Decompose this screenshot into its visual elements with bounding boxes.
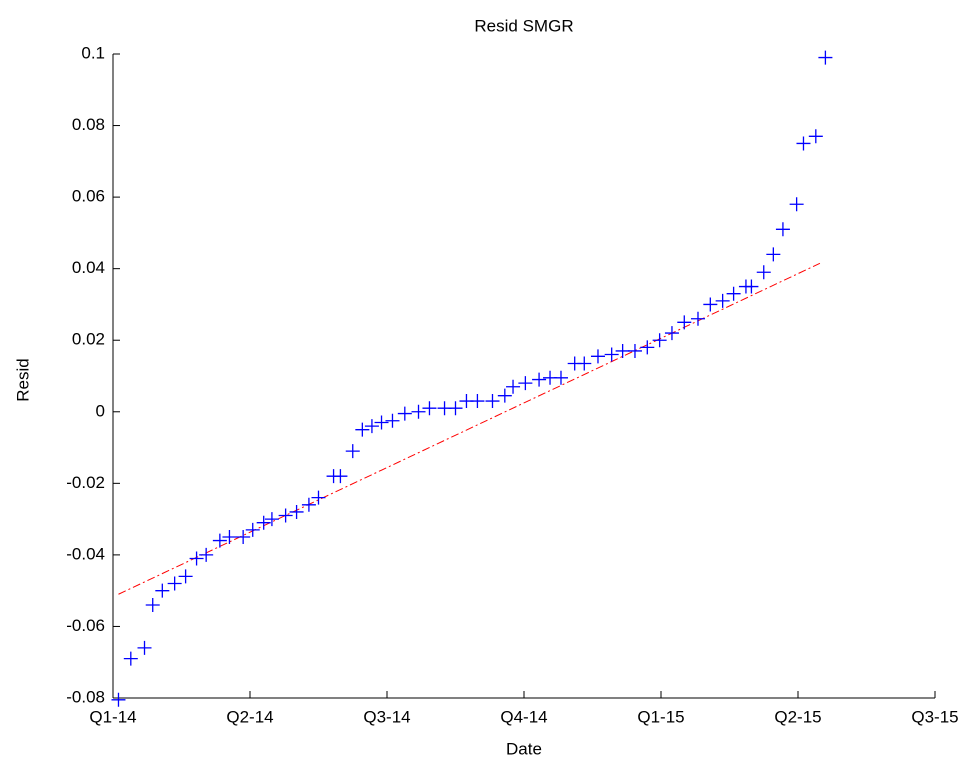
data-point (506, 380, 520, 394)
data-point (757, 265, 771, 279)
data-point (628, 344, 642, 358)
data-point (236, 530, 250, 544)
data-point (554, 371, 568, 385)
data-point (766, 247, 780, 261)
x-tick-label: Q2-14 (226, 707, 273, 726)
data-point (246, 523, 260, 537)
data-point (385, 414, 399, 428)
y-tick-label: -0.06 (66, 616, 105, 635)
data-point (124, 652, 138, 666)
data-point (727, 287, 741, 301)
y-tick-label: 0.1 (81, 43, 105, 62)
data-point (302, 498, 316, 512)
data-point (190, 551, 204, 565)
y-tick-label: 0.08 (72, 115, 105, 134)
x-tick-label: Q4-14 (500, 707, 547, 726)
data-point (398, 407, 412, 421)
data-point (640, 340, 654, 354)
y-tick-label: 0 (96, 401, 105, 420)
data-point (677, 315, 691, 329)
data-point (665, 326, 679, 340)
data-point (498, 389, 512, 403)
data-point (333, 469, 347, 483)
data-point (532, 373, 546, 387)
y-tick-label: -0.02 (66, 473, 105, 492)
data-point (616, 344, 630, 358)
data-point (790, 197, 804, 211)
data-point (155, 584, 169, 598)
data-point (422, 401, 436, 415)
data-point (138, 641, 152, 655)
data-point (412, 405, 426, 419)
x-tick-label: Q3-15 (911, 707, 958, 726)
data-point (653, 333, 667, 347)
data-point (485, 394, 499, 408)
chart: Resid SMGR Date Resid 0.1 0.08 0.06 0.04 0.0… (0, 0, 975, 766)
data-point (168, 577, 182, 591)
data-point (146, 598, 160, 612)
data-point (796, 136, 810, 150)
data-point (279, 509, 293, 523)
data-point (222, 530, 236, 544)
data-point (365, 419, 379, 433)
chart-title: Resid SMGR (474, 16, 573, 35)
y-tick-label: 0.06 (72, 187, 105, 206)
data-point (818, 51, 832, 65)
data-point (355, 423, 369, 437)
data-point (375, 416, 389, 430)
reference-line (118, 263, 819, 594)
x-tick-label: Q3-14 (363, 707, 410, 726)
data-point (346, 444, 360, 458)
data-point (213, 534, 227, 548)
data-point (809, 129, 823, 143)
x-tick-label: Q1-15 (637, 707, 684, 726)
data-point (518, 376, 532, 390)
y-tick-label: -0.08 (66, 687, 105, 706)
data-point (111, 693, 125, 707)
y-tick-label: -0.04 (66, 544, 105, 563)
data-point (577, 356, 591, 370)
data-point (591, 349, 605, 363)
data-point (179, 569, 193, 583)
y-tick-label: 0.04 (72, 258, 105, 277)
x-tick-label: Q2-15 (774, 707, 821, 726)
x-tick-label: Q1-14 (89, 707, 136, 726)
data-point (199, 548, 213, 562)
data-point (449, 401, 463, 415)
data-point (716, 294, 730, 308)
data-point (290, 505, 304, 519)
x-axis-label: Date (506, 739, 542, 758)
data-point (776, 222, 790, 236)
y-axis-label: Resid (13, 358, 32, 401)
y-tick-label: 0.02 (72, 330, 105, 349)
data-point (703, 297, 717, 311)
data-point (470, 394, 484, 408)
